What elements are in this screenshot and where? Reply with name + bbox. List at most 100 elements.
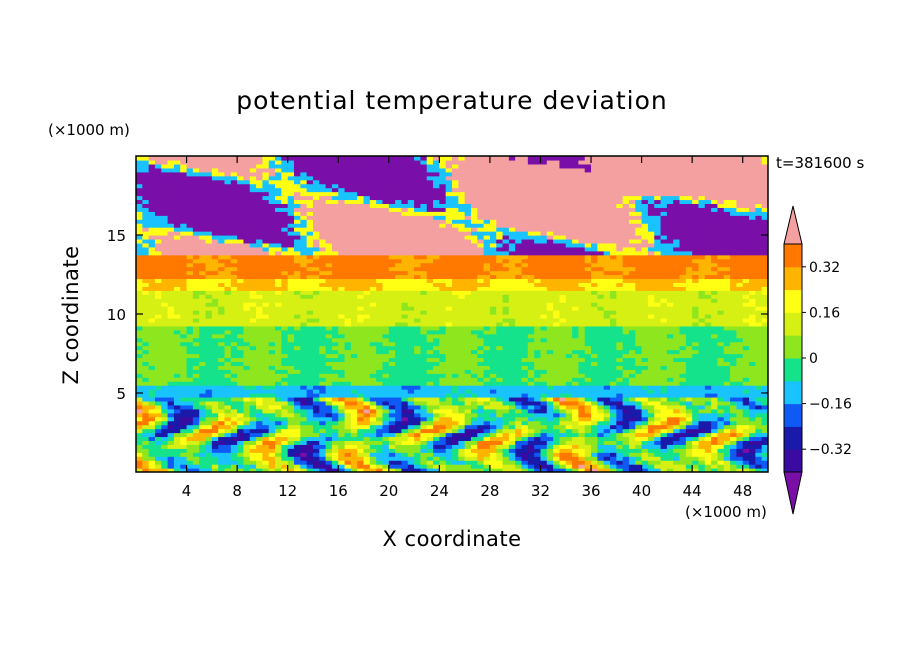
field-cell — [666, 456, 674, 461]
field-cell — [572, 286, 579, 291]
field-cell — [660, 404, 668, 410]
field-cell — [717, 294, 725, 299]
field-cell — [300, 464, 308, 469]
field-cell — [344, 341, 352, 347]
field-cell — [711, 286, 719, 291]
field-cell — [136, 337, 143, 343]
field-cell — [508, 353, 516, 359]
field-cell — [622, 404, 630, 410]
field-cell — [180, 274, 188, 280]
field-cell — [142, 290, 150, 295]
field-cell — [414, 278, 421, 283]
field-cell — [401, 396, 409, 402]
field-cell — [572, 298, 579, 303]
field-cell — [704, 408, 712, 414]
field-cell — [294, 317, 301, 323]
field-cell — [243, 369, 251, 374]
field-cell — [388, 440, 396, 445]
field-cell — [470, 317, 478, 323]
field-cell — [698, 274, 706, 280]
field-cell — [749, 357, 756, 362]
field-cell — [331, 440, 339, 445]
field-cell — [256, 396, 263, 402]
field-cell — [508, 436, 516, 441]
field-cell — [173, 290, 181, 295]
field-cell — [237, 428, 245, 434]
field-cell — [654, 436, 662, 441]
field-cell — [679, 349, 687, 355]
field-cell — [572, 282, 579, 287]
field-cell — [534, 369, 542, 374]
field-cell — [730, 337, 737, 343]
field-cell — [489, 353, 497, 359]
field-cell — [654, 456, 662, 461]
field-cell — [641, 377, 649, 382]
field-cell — [376, 460, 384, 465]
field-cell — [704, 468, 712, 472]
field-cell — [521, 412, 529, 418]
field-cell — [546, 460, 554, 465]
field-cell — [287, 440, 295, 445]
field-cell — [426, 290, 434, 295]
field-cell — [173, 389, 181, 394]
field-cell — [426, 294, 434, 299]
field-cell — [344, 432, 352, 438]
field-cell — [628, 317, 636, 323]
field-cell — [578, 314, 586, 319]
field-cell — [312, 412, 320, 418]
field-cell — [256, 298, 263, 303]
field-cell — [584, 408, 592, 414]
field-cell — [559, 325, 567, 331]
field-cell — [142, 460, 150, 465]
field-cell — [350, 345, 358, 351]
field-cell — [578, 436, 586, 441]
field-cell — [268, 353, 276, 359]
field-cell — [527, 393, 535, 398]
field-cell — [262, 404, 270, 410]
field-cell — [325, 381, 333, 386]
field-cell — [205, 274, 213, 280]
field-cell — [224, 428, 232, 434]
field-cell — [591, 294, 598, 299]
field-cell — [338, 381, 346, 386]
field-cell — [452, 278, 459, 283]
field-cell — [224, 286, 232, 291]
field-cell — [136, 389, 143, 394]
field-cell — [300, 373, 308, 378]
field-cell — [452, 389, 459, 394]
field-cell — [142, 444, 150, 449]
field-cell — [414, 349, 421, 355]
field-cell — [464, 325, 472, 331]
field-cell — [211, 381, 219, 386]
field-cell — [338, 302, 346, 307]
field-cell — [553, 321, 561, 327]
field-cell — [477, 294, 485, 299]
field-cell — [186, 329, 194, 335]
field-cell — [647, 385, 655, 390]
field-cell — [698, 464, 706, 469]
field-cell — [338, 404, 346, 410]
field-cell — [205, 396, 213, 402]
field-cell — [464, 416, 472, 422]
field-cell — [483, 408, 491, 414]
field-cell — [376, 321, 384, 327]
field-cell — [647, 302, 655, 307]
field-cell — [325, 400, 333, 406]
field-cell — [338, 416, 346, 422]
field-cell — [553, 468, 561, 472]
field-cell — [275, 369, 282, 374]
field-cell — [243, 393, 251, 398]
field-cell — [527, 428, 535, 434]
field-cell — [723, 278, 731, 283]
field-cell — [433, 278, 440, 283]
field-cell — [711, 393, 719, 398]
field-cell — [546, 400, 554, 406]
field-cell — [363, 310, 371, 315]
field-cell — [565, 278, 573, 283]
field-cell — [723, 456, 731, 461]
field-cell — [243, 464, 251, 469]
field-cell — [420, 317, 428, 323]
field-cell — [331, 290, 339, 295]
field-cell — [730, 385, 737, 390]
field-cell — [312, 349, 320, 355]
